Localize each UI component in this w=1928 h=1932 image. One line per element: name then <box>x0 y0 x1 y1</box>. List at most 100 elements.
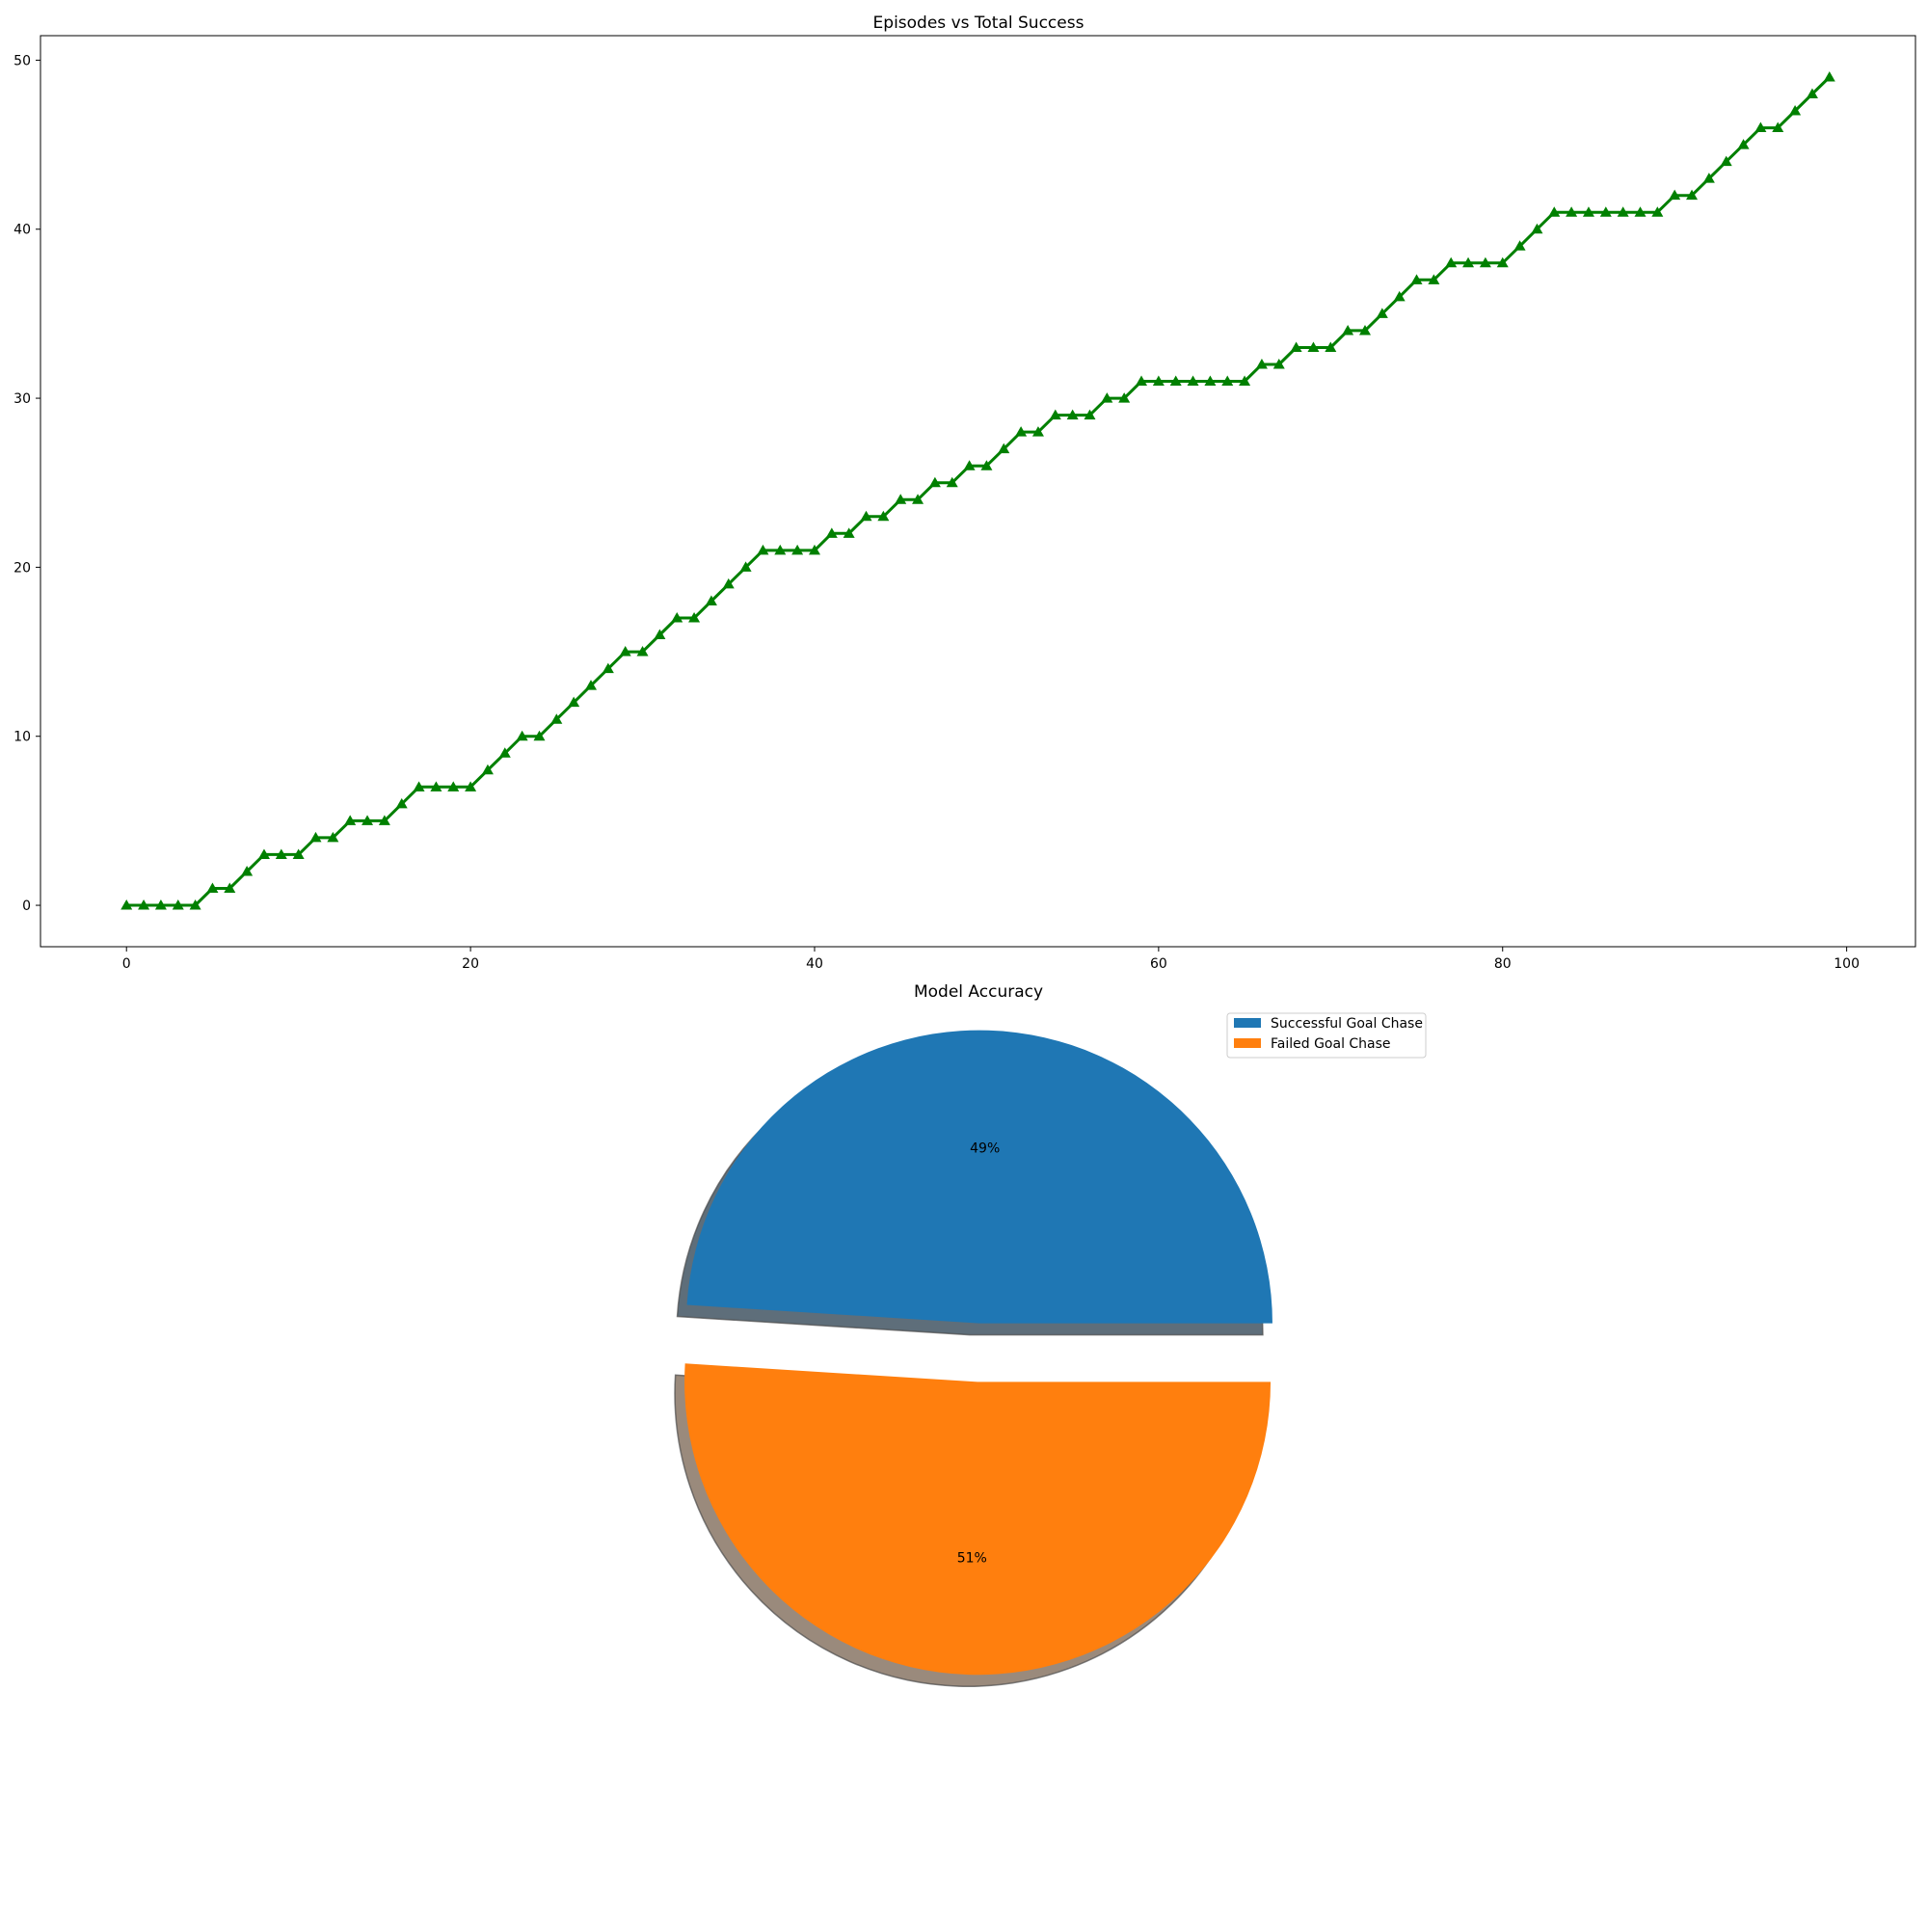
x-tick-label: 40 <box>806 956 823 972</box>
data-point <box>1823 70 1835 82</box>
data-point <box>774 544 787 555</box>
data-point <box>275 848 287 859</box>
data-point <box>1582 206 1594 217</box>
data-point <box>1754 121 1767 133</box>
y-tick-label: 0 <box>22 899 31 914</box>
data-point <box>1496 256 1509 268</box>
data-point <box>378 815 390 825</box>
data-point <box>912 494 924 504</box>
data-point <box>585 680 598 690</box>
data-point <box>808 544 820 555</box>
data-point <box>1428 274 1440 284</box>
legend-swatch-failed <box>1234 1038 1261 1048</box>
x-tick-label: 0 <box>122 956 131 972</box>
data-point <box>1479 256 1491 268</box>
data-point <box>189 899 201 910</box>
data-point <box>257 848 270 859</box>
series-line <box>126 75 1831 907</box>
data-point <box>688 611 701 623</box>
pie-slice-percent-label: 51% <box>957 1551 987 1567</box>
line-chart-ticks: 0 20 40 60 80 100 0 10 20 30 40 50 <box>13 53 1860 972</box>
pie-slice <box>686 1030 1272 1324</box>
data-point <box>1152 375 1165 387</box>
data-point <box>722 577 735 589</box>
data-point <box>1325 341 1337 352</box>
line-chart-frame <box>40 35 1916 948</box>
data-point <box>1118 392 1131 403</box>
line-chart: Episodes vs Total Success 0 20 40 60 80 100 0 1… <box>13 13 1916 972</box>
data-point <box>362 815 374 825</box>
data-point <box>1634 206 1647 217</box>
data-point <box>1410 274 1423 284</box>
data-point <box>1272 359 1285 369</box>
data-point <box>705 595 717 605</box>
data-point <box>1531 223 1543 234</box>
data-point <box>1239 375 1251 387</box>
data-point <box>1049 409 1061 420</box>
data-point <box>1031 426 1044 437</box>
data-point <box>1599 206 1612 217</box>
data-point <box>1445 256 1458 268</box>
data-point <box>1686 189 1699 201</box>
data-point <box>481 764 494 775</box>
data-point <box>1566 206 1578 217</box>
data-point <box>1393 290 1406 302</box>
data-point <box>1548 206 1561 217</box>
legend-swatch-successful <box>1234 1018 1261 1028</box>
data-point <box>1651 206 1664 217</box>
data-point <box>1221 375 1234 387</box>
data-point <box>1358 324 1371 335</box>
pie-slice <box>684 1363 1272 1676</box>
data-point <box>172 899 184 910</box>
data-point <box>1772 121 1784 133</box>
pie-chart-title: Model Accuracy <box>914 982 1043 1002</box>
data-point <box>860 510 872 522</box>
data-point <box>1187 375 1199 387</box>
line-chart-title: Episodes vs Total Success <box>873 13 1084 33</box>
y-tick-label: 40 <box>13 223 31 238</box>
data-point <box>120 899 133 910</box>
data-point <box>654 629 666 640</box>
y-tick-label: 30 <box>13 391 31 407</box>
data-point <box>1084 409 1096 420</box>
legend-label-failed: Failed Goal Chase <box>1271 1036 1391 1052</box>
data-point <box>292 848 305 859</box>
data-point <box>1720 155 1732 167</box>
data-point <box>671 611 683 623</box>
data-point <box>602 662 614 674</box>
x-tick-label: 60 <box>1150 956 1167 972</box>
data-point <box>1015 426 1028 437</box>
data-point <box>550 713 563 724</box>
data-point <box>946 476 958 488</box>
data-point <box>1307 341 1320 352</box>
x-tick-label: 100 <box>1834 956 1860 972</box>
data-point <box>395 797 408 809</box>
data-point <box>980 460 993 470</box>
data-point <box>430 781 442 792</box>
data-point <box>1066 409 1079 420</box>
data-point <box>739 561 752 572</box>
data-point <box>138 899 150 910</box>
data-point <box>895 494 907 504</box>
y-tick-label: 50 <box>13 53 31 68</box>
y-tick-label: 10 <box>13 730 31 745</box>
data-point <box>309 831 322 843</box>
data-point <box>877 510 890 522</box>
data-point <box>998 443 1010 454</box>
data-point <box>154 899 167 910</box>
y-tick-label: 20 <box>13 560 31 576</box>
data-point <box>447 781 460 792</box>
data-point <box>568 696 580 708</box>
pie-chart: Model Accuracy 49% 51% Successful Goal Ch… <box>674 982 1427 1687</box>
legend-frame <box>1226 1012 1427 1059</box>
data-point <box>1462 256 1475 268</box>
data-point <box>963 460 976 470</box>
data-point <box>1204 375 1217 387</box>
data-point <box>327 831 339 843</box>
line-series <box>120 70 1835 910</box>
data-point <box>1513 240 1526 251</box>
data-point <box>1255 359 1268 369</box>
data-point <box>344 815 357 825</box>
data-point <box>224 882 236 894</box>
